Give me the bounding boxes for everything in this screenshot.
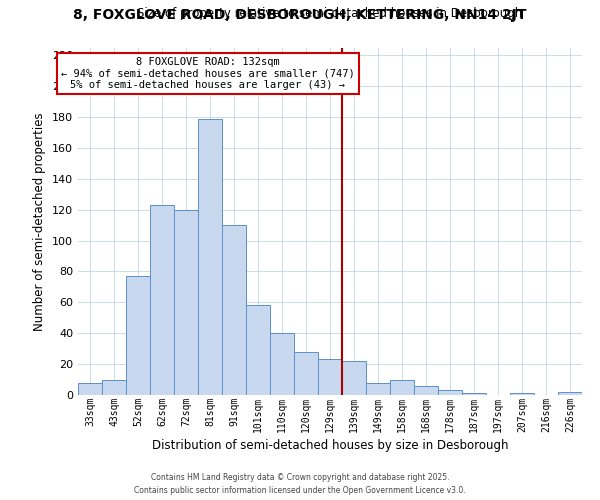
- Bar: [463, 394, 485, 395]
- Bar: [391, 380, 413, 395]
- Bar: [511, 394, 533, 395]
- Bar: [367, 382, 389, 395]
- Bar: [247, 306, 269, 395]
- Text: 8 FOXGLOVE ROAD: 132sqm
← 94% of semi-detached houses are smaller (747)
5% of se: 8 FOXGLOVE ROAD: 132sqm ← 94% of semi-de…: [61, 57, 355, 90]
- Bar: [559, 392, 581, 395]
- Bar: [223, 225, 245, 395]
- Bar: [295, 352, 317, 395]
- Bar: [199, 118, 221, 395]
- Bar: [271, 333, 293, 395]
- Bar: [319, 360, 341, 395]
- Bar: [415, 386, 437, 395]
- Bar: [343, 361, 365, 395]
- Bar: [175, 210, 197, 395]
- Bar: [151, 205, 173, 395]
- Text: Contains HM Land Registry data © Crown copyright and database right 2025.
Contai: Contains HM Land Registry data © Crown c…: [134, 474, 466, 495]
- X-axis label: Distribution of semi-detached houses by size in Desborough: Distribution of semi-detached houses by …: [152, 438, 508, 452]
- Bar: [439, 390, 461, 395]
- Bar: [79, 382, 101, 395]
- Y-axis label: Number of semi-detached properties: Number of semi-detached properties: [34, 112, 46, 330]
- Text: 8, FOXGLOVE ROAD, DESBOROUGH, KETTERING, NN14 2JT: 8, FOXGLOVE ROAD, DESBOROUGH, KETTERING,…: [73, 8, 527, 22]
- Title: Size of property relative to semi-detached houses in Desborough: Size of property relative to semi-detach…: [137, 7, 523, 20]
- Bar: [127, 276, 149, 395]
- Bar: [103, 380, 125, 395]
